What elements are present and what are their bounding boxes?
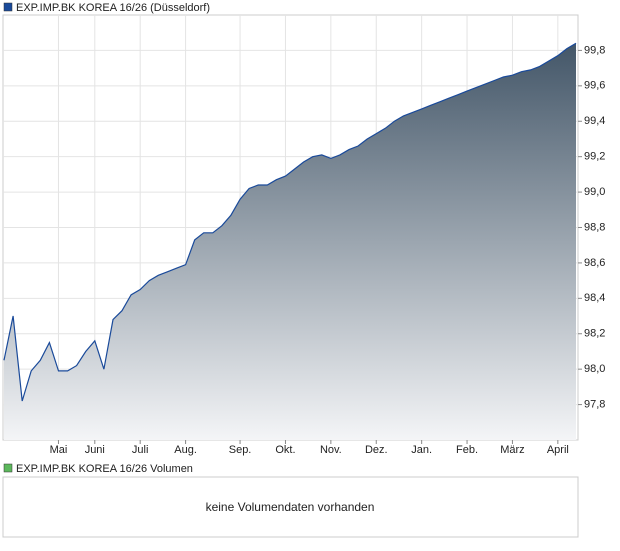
x-tick-label: April <box>547 444 569 456</box>
y-tick-label: 99,4 <box>584 115 605 127</box>
y-tick-label: 98,8 <box>584 221 605 233</box>
area <box>4 43 576 441</box>
y-tick-label: 98,0 <box>584 363 605 375</box>
y-tick-label: 98,4 <box>584 292 605 304</box>
x-tick-label: Aug. <box>174 444 197 456</box>
x-tick-label: Jan. <box>411 444 432 456</box>
x-tick-label: Juli <box>132 444 149 456</box>
x-tick-label: Dez. <box>365 444 388 456</box>
line <box>3 42 577 402</box>
volume-message: keine Volumendaten vorhanden <box>206 500 375 514</box>
volume-legend-swatch <box>3 463 13 473</box>
y-tick-label: 97,8 <box>584 398 605 410</box>
x-tick-label: Juni <box>85 444 105 456</box>
x-tick-label: Nov. <box>320 444 342 456</box>
volume-panel <box>2 476 579 538</box>
y-tick-label: 99,0 <box>584 186 605 198</box>
x-tick-label: Feb. <box>456 444 478 456</box>
legend-label: EXP.IMP.BK KOREA 16/26 (Düsseldorf) <box>16 2 210 14</box>
x-tick-label: Okt. <box>275 444 295 456</box>
x-tick-label: Sep. <box>229 444 252 456</box>
y-tick-label: 99,2 <box>584 151 605 163</box>
x-tick-label: März <box>500 444 524 456</box>
volume-legend-label: EXP.IMP.BK KOREA 16/26 Volumen <box>16 463 193 475</box>
y-tick-label: 99,8 <box>584 44 605 56</box>
legend-swatch <box>3 2 13 12</box>
y-tick-label: 98,2 <box>584 328 605 340</box>
y-tick-label: 99,6 <box>584 80 605 92</box>
y-tick-label: 98,6 <box>584 257 605 269</box>
x-tick-label: Mai <box>50 444 68 456</box>
